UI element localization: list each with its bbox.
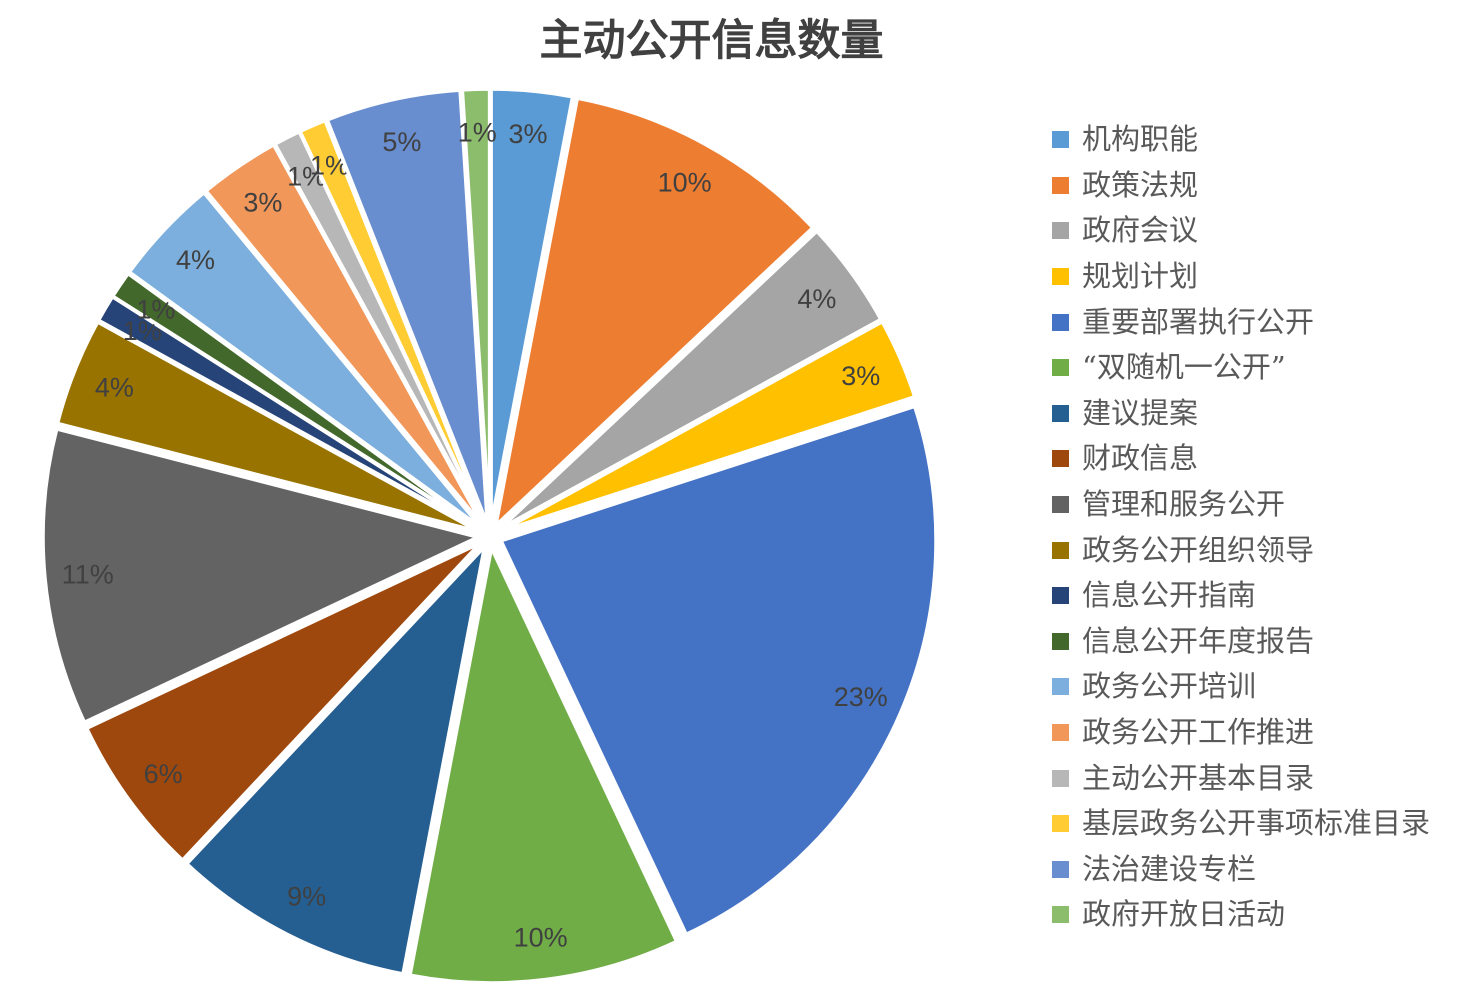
legend-swatch-icon (1052, 404, 1069, 422)
legend-item-2[interactable]: 政策法规 (1052, 163, 1430, 209)
legend-item-14[interactable]: 政务公开工作推进 (1052, 710, 1430, 756)
legend-item-label: 基层政务公开事项标准目录 (1082, 806, 1431, 841)
pie-plot-area: 3%10%4%3%23%10%9%6%11%4%1%1%4%3%1%1%5% 1% (41, 87, 938, 985)
pie-slice-3[interactable] (497, 229, 883, 531)
legend-item-6[interactable]: “双随机一公开” (1052, 345, 1430, 391)
legend-swatch-icon (1052, 815, 1069, 833)
legend-item-4[interactable]: 规划计划 (1052, 254, 1430, 300)
pie-slice-value-label-13: 4% (176, 245, 215, 275)
legend-item-label: 政策法规 (1082, 167, 1199, 202)
chart-title: 主动公开信息数量 (539, 16, 884, 66)
pie-slice-2[interactable] (494, 96, 815, 528)
legend-swatch-icon (1052, 541, 1069, 559)
pie-slice-5[interactable] (499, 404, 938, 937)
pie-slice-8[interactable] (84, 541, 483, 862)
legend-item-7[interactable]: 建议提案 (1052, 391, 1430, 437)
legend-swatch-icon (1052, 860, 1069, 878)
legend-item-13[interactable]: 政务公开培训 (1052, 664, 1430, 710)
pie-slice-value-label-10: 4% (95, 373, 134, 403)
legend-swatch-icon (1052, 632, 1069, 650)
pie-slice-10[interactable] (55, 320, 481, 534)
pie-slice-value-label-5: 23% (834, 682, 888, 712)
legend-item-label: 机构职能 (1082, 122, 1199, 157)
legend-item-label: 管理和服务公开 (1082, 487, 1286, 522)
legend-item-3[interactable]: 政府会议 (1052, 208, 1430, 254)
legend-item-12[interactable]: 信息公开年度报告 (1052, 619, 1430, 665)
legend-item-1[interactable]: 机构职能 (1052, 117, 1430, 163)
legend-swatch-icon (1052, 176, 1069, 194)
legend-item-5[interactable]: 重要部署执行公开 (1052, 299, 1430, 345)
legend-item-16[interactable]: 基层政务公开事项标准目录 (1052, 801, 1430, 847)
pie-slice-value-label-4: 3% (841, 361, 880, 391)
pie-slice-value-label-18: 1% (458, 118, 497, 148)
legend-swatch-icon (1052, 131, 1069, 149)
pie-slice-value-label-8: 6% (144, 759, 183, 789)
pie-slice-18[interactable] (460, 87, 492, 526)
pie-slice-value-label-3: 4% (797, 284, 836, 314)
pie-slice-value-label-17: 5% (382, 127, 421, 157)
legend-swatch-icon (1052, 222, 1069, 240)
pie-slice-4[interactable] (499, 319, 917, 533)
legend-item-9[interactable]: 管理和服务公开 (1052, 482, 1430, 528)
legend-item-label: “双随机一公开” (1082, 350, 1286, 385)
legend-swatch-icon (1052, 450, 1069, 468)
legend-swatch-icon (1052, 496, 1069, 514)
pie-slice-12[interactable] (111, 271, 482, 531)
legend-swatch-icon (1052, 313, 1069, 331)
pie-slice-13[interactable] (127, 190, 483, 530)
pie-slice-value-label-7: 9% (287, 881, 326, 911)
legend-item-label: 信息公开指南 (1082, 578, 1257, 613)
legend-swatch-icon (1052, 769, 1069, 787)
pie-slice-value-label-9: 11% (62, 559, 114, 589)
legend-swatch-icon (1052, 587, 1069, 605)
legend-item-label: 法治建设专栏 (1082, 851, 1257, 886)
pie-slice-value-label-6: 10% (514, 922, 568, 952)
legend-swatch-icon (1052, 359, 1069, 377)
legend-item-label: 政府会议 (1082, 213, 1199, 248)
chart-legend: 机构职能 政策法规 政府会议 规划计划 重要部署执行公开 “双随机一公开” 建议… (1052, 117, 1430, 938)
legend-item-label: 政务公开培训 (1082, 669, 1257, 704)
pie-slice-17[interactable] (325, 88, 490, 527)
legend-item-label: 财政信息 (1082, 441, 1199, 476)
legend-item-label: 政府开放日活动 (1082, 897, 1286, 932)
pie-slice-value-label-14: 3% (243, 187, 282, 217)
legend-item-18[interactable]: 政府开放日活动 (1052, 892, 1430, 938)
legend-swatch-icon (1052, 906, 1069, 924)
legend-item-label: 政务公开组织领导 (1082, 532, 1315, 567)
pie-slice-9[interactable] (41, 427, 480, 725)
legend-item-8[interactable]: 财政信息 (1052, 436, 1430, 482)
legend-item-11[interactable]: 信息公开指南 (1052, 573, 1430, 619)
legend-item-15[interactable]: 主动公开基本目录 (1052, 755, 1430, 801)
legend-item-17[interactable]: 法治建设专栏 (1052, 847, 1430, 893)
pie-slice-value-label-1: 3% (509, 119, 548, 149)
legend-item-label: 建议提案 (1082, 395, 1199, 430)
pie-slice-16[interactable] (298, 118, 487, 527)
legend-item-label: 重要部署执行公开 (1082, 304, 1315, 339)
pie-slice-6[interactable] (408, 546, 679, 985)
legend-item-label: 规划计划 (1082, 259, 1199, 294)
legend-swatch-icon (1052, 678, 1069, 696)
legend-item-label: 信息公开年度报告 (1082, 623, 1315, 658)
legend-swatch-icon (1052, 268, 1069, 286)
legend-item-label: 主动公开基本目录 (1082, 760, 1315, 795)
legend-swatch-icon (1052, 724, 1069, 742)
pie-slice-value-label-2: 10% (658, 167, 712, 197)
legend-item-label: 政务公开工作推进 (1082, 715, 1315, 750)
legend-item-10[interactable]: 政务公开组织领导 (1052, 527, 1430, 573)
pie-slice-7[interactable] (185, 544, 487, 976)
